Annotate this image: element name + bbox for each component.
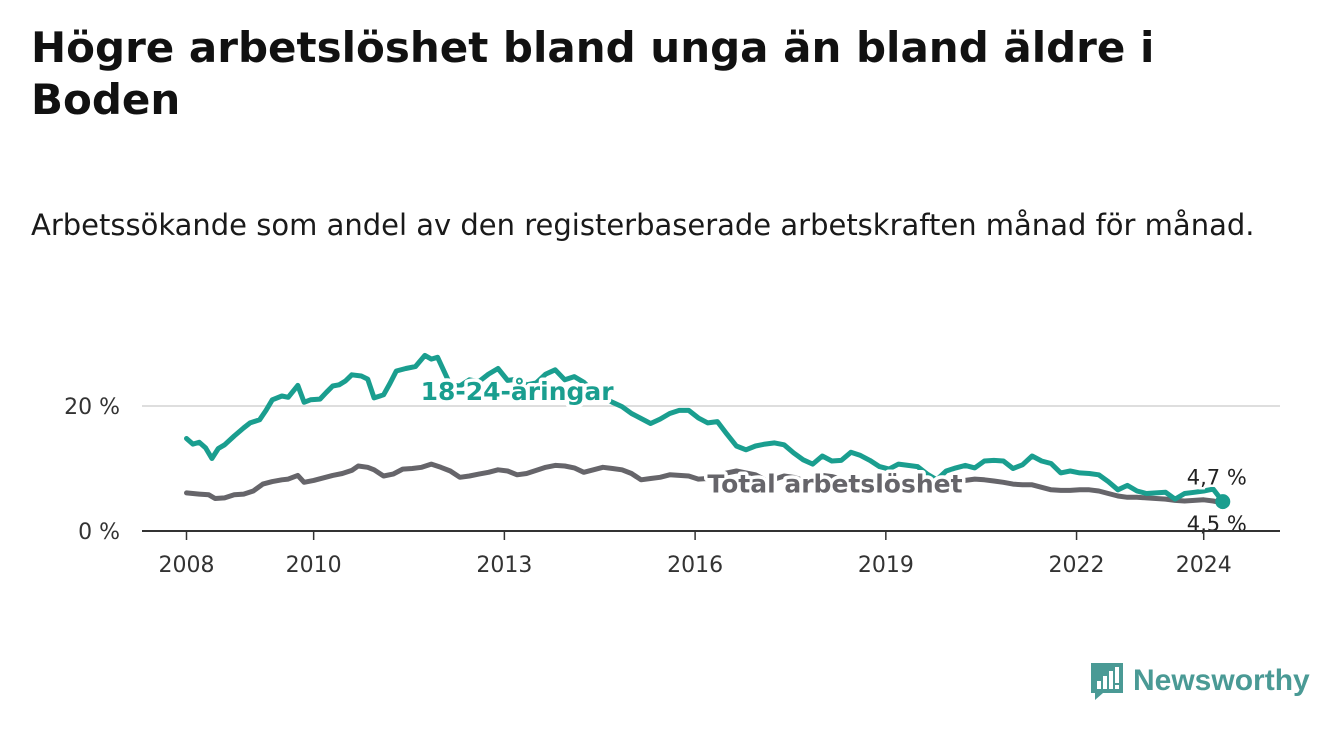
x-tick-label: 2008	[159, 553, 215, 578]
chart-subtitle: Arbetssökande som andel av den registerb…	[31, 208, 1255, 242]
y-tick-label: 20 %	[64, 395, 120, 420]
x-tick-label: 2010	[286, 553, 342, 578]
label-layer: 18-24-åringar Total arbetslöshet 4,7 % 4,5 …	[417, 373, 1249, 538]
chart-title: Högre arbetslöshet bland unga än bland ä…	[31, 23, 1155, 124]
x-tick-label: 2024	[1176, 553, 1232, 578]
x-tick-label: 2019	[858, 553, 914, 578]
x-tick-label: 2016	[667, 553, 723, 578]
end-point-youth	[1215, 494, 1231, 510]
end-label-total: 4,5 %	[1187, 512, 1247, 536]
series-label-total: Total arbetslöshet	[707, 469, 962, 498]
brand-name: Newsworthy	[1133, 664, 1310, 697]
end-label-youth: 4,7 %	[1187, 466, 1247, 490]
x-tick-label: 2013	[476, 553, 532, 578]
series-layer	[184, 352, 1226, 506]
series-line-total	[184, 461, 1226, 506]
y-tick-label: 0 %	[78, 520, 120, 545]
series-line-youth	[184, 352, 1226, 505]
newsworthy-logo: Newsworthy	[1089, 661, 1310, 701]
newsworthy-logo-icon	[1091, 663, 1123, 700]
axis-layer: 0 % 20 % 2008 2010 2013 2016 2019 2022 2024	[64, 395, 1280, 578]
series-label-youth: 18-24-åringar	[421, 377, 615, 406]
x-tick-label: 2022	[1049, 553, 1105, 578]
